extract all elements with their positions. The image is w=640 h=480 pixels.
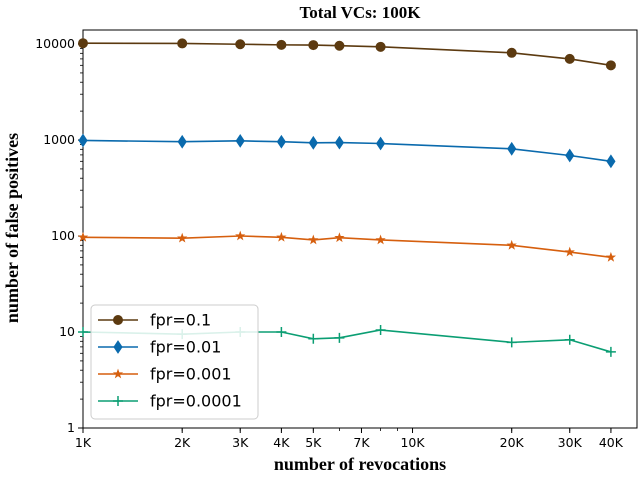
data-point xyxy=(308,40,319,51)
series-line xyxy=(82,42,612,67)
data-point xyxy=(375,324,386,335)
data-point xyxy=(334,135,345,150)
x-tick-label: 3K xyxy=(232,435,249,450)
data-point xyxy=(605,346,616,357)
data-point xyxy=(564,53,575,64)
x-tick-label: 1K xyxy=(75,435,92,450)
data-point xyxy=(564,246,575,257)
data-point xyxy=(276,39,287,50)
y-tick-label: 10000 xyxy=(35,36,75,51)
data-point xyxy=(506,239,517,250)
x-tick-label: 40K xyxy=(599,435,624,450)
x-tick-label: 30K xyxy=(558,435,583,450)
data-point xyxy=(78,133,88,148)
data-point xyxy=(605,251,617,262)
x-tick-label: 7K xyxy=(353,435,370,450)
y-tick-label: 1 xyxy=(67,420,75,435)
series-3 xyxy=(77,230,617,262)
x-tick-label: 4K xyxy=(273,435,290,450)
data-point xyxy=(235,133,245,148)
y-tick-label: 1000 xyxy=(43,132,75,147)
series-2 xyxy=(78,133,616,169)
data-point xyxy=(334,40,345,51)
series-1 xyxy=(78,38,616,71)
data-point xyxy=(334,332,345,343)
legend: fpr=0.1 fpr=0.01 fpr=0.001 fpr=0.0001 xyxy=(90,304,259,420)
x-axis-label: number of revocations xyxy=(274,454,446,474)
legend-label: fpr=0.1 xyxy=(150,311,211,330)
data-point xyxy=(308,234,319,245)
data-point xyxy=(112,368,124,379)
series-line xyxy=(82,235,612,259)
data-point xyxy=(565,148,575,163)
data-point xyxy=(276,134,286,149)
plot-area: 1 10 100 1000 10000 1K 2K 3K 4K 5K 7K 10K 20K 30K 40K f… xyxy=(35,29,638,450)
legend-label: fpr=0.01 xyxy=(150,338,221,357)
data-point xyxy=(177,38,188,49)
data-point xyxy=(506,47,517,58)
y-tick-label: 10 xyxy=(59,324,75,339)
data-point xyxy=(375,136,386,151)
plot-frame xyxy=(82,29,638,429)
x-tick-label: 5K xyxy=(305,435,322,450)
data-point xyxy=(564,334,575,345)
y-tick-label: 100 xyxy=(51,228,75,243)
legend-label: fpr=0.0001 xyxy=(150,392,242,411)
legend-box xyxy=(90,304,259,420)
x-tick-label: 20K xyxy=(500,435,525,450)
data-point xyxy=(375,234,386,245)
data-point xyxy=(605,60,616,71)
data-point xyxy=(113,396,123,406)
chart-title: Total VCs: 100K xyxy=(300,3,422,22)
data-point xyxy=(507,141,517,156)
data-point xyxy=(375,41,386,52)
data-point xyxy=(113,340,123,354)
data-point xyxy=(308,135,318,150)
data-point xyxy=(78,327,88,338)
x-tick-label: 10K xyxy=(400,435,425,450)
data-point xyxy=(506,337,517,348)
data-point xyxy=(276,327,287,338)
data-point xyxy=(113,315,123,325)
data-point xyxy=(235,230,246,241)
series-line xyxy=(82,139,612,163)
data-point xyxy=(235,39,246,50)
data-point xyxy=(77,231,89,242)
data-point xyxy=(308,333,319,344)
y-axis-label: number of false positives xyxy=(2,133,22,323)
data-point xyxy=(177,232,188,243)
legend-label: fpr=0.001 xyxy=(150,365,232,384)
data-point xyxy=(78,38,88,49)
data-point xyxy=(334,232,345,243)
data-point xyxy=(276,231,287,242)
x-tick-label: 2K xyxy=(174,435,191,450)
data-point xyxy=(177,134,187,149)
data-point xyxy=(606,154,616,169)
